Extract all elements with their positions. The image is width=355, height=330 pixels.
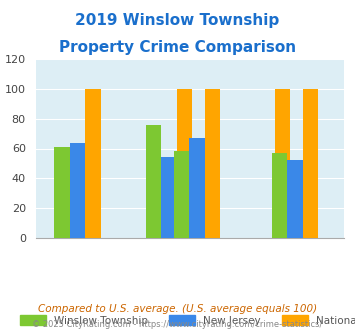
Bar xyxy=(174,151,189,238)
Bar xyxy=(272,153,288,238)
Bar xyxy=(303,89,318,238)
Bar xyxy=(189,138,205,238)
Text: Property Crime Comparison: Property Crime Comparison xyxy=(59,40,296,54)
Text: © 2025 CityRating.com - https://www.cityrating.com/crime-statistics/: © 2025 CityRating.com - https://www.city… xyxy=(32,320,323,329)
Text: Compared to U.S. average. (U.S. average equals 100): Compared to U.S. average. (U.S. average … xyxy=(38,304,317,314)
Bar xyxy=(54,147,70,238)
Bar xyxy=(146,125,161,238)
Legend: Winslow Township, New Jersey, National: Winslow Township, New Jersey, National xyxy=(16,311,355,330)
Bar xyxy=(85,89,101,238)
Bar xyxy=(176,89,192,238)
Bar xyxy=(70,143,85,238)
Text: 2019 Winslow Township: 2019 Winslow Township xyxy=(75,13,280,28)
Bar xyxy=(161,157,176,238)
Bar xyxy=(275,89,290,238)
Bar xyxy=(205,89,220,238)
Bar xyxy=(288,160,303,238)
